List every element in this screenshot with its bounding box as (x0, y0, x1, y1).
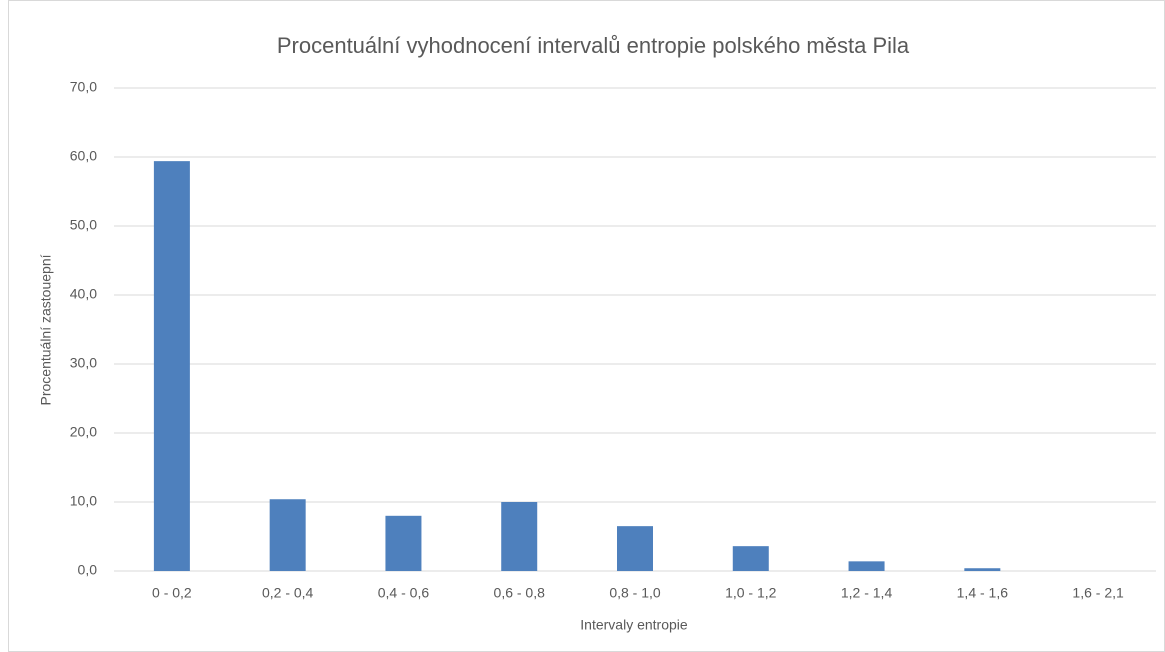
x-tick-label: 1,0 - 1,2 (725, 585, 777, 601)
y-axis-label: Procentuální zastouepní (38, 254, 54, 405)
y-tick-label: 70,0 (70, 79, 97, 95)
bar (617, 526, 653, 571)
y-tick-label: 0,0 (78, 562, 98, 578)
x-tick-label: 0,8 - 1,0 (609, 585, 661, 601)
bar (269, 499, 306, 571)
bar (848, 561, 885, 571)
x-axis-label: Intervaly entropie (580, 617, 688, 633)
y-tick-label: 60,0 (70, 148, 97, 164)
bar (501, 502, 538, 571)
y-tick-label: 50,0 (70, 217, 97, 233)
y-tick-label: 30,0 (70, 355, 97, 371)
x-tick-label: 0,2 - 0,4 (262, 585, 314, 601)
bar (385, 515, 422, 571)
x-tick-label: 1,4 - 1,6 (957, 585, 1009, 601)
x-tick-label: 0,4 - 0,6 (378, 585, 430, 601)
x-tick-label: 1,2 - 1,4 (841, 585, 893, 601)
bar (153, 161, 190, 571)
y-tick-label: 40,0 (70, 286, 97, 302)
bar (964, 568, 1001, 571)
x-tick-label: 0 - 0,2 (152, 585, 192, 601)
y-tick-label: 20,0 (70, 424, 97, 440)
x-tick-label: 0,6 - 0,8 (494, 585, 546, 601)
chart-frame (8, 0, 1165, 652)
y-tick-label: 10,0 (70, 493, 97, 509)
bar (732, 546, 769, 571)
chart-title: Procentuální vyhodnocení intervalů entro… (277, 33, 910, 58)
x-tick-label: 1,6 - 2,1 (1072, 585, 1124, 601)
